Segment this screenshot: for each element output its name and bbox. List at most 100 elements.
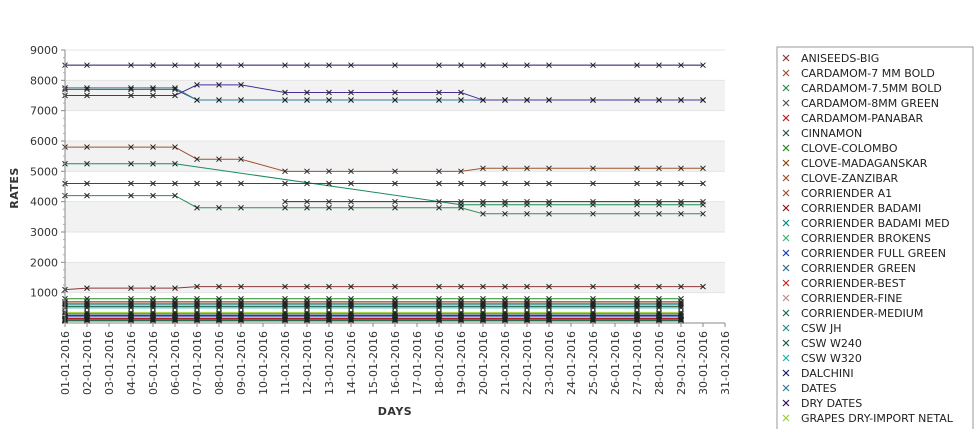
data-point bbox=[678, 303, 684, 310]
legend-entry: CSW W240 bbox=[782, 337, 862, 350]
data-point bbox=[216, 62, 222, 69]
legend-label: CORRIENDER-FINE bbox=[801, 292, 902, 305]
data-point bbox=[216, 309, 222, 316]
data-point bbox=[194, 62, 200, 69]
data-point bbox=[194, 97, 200, 103]
data-point bbox=[524, 317, 530, 324]
data-point bbox=[392, 309, 398, 316]
x-tick-label: 26-01-2016 bbox=[609, 331, 622, 395]
data-point bbox=[128, 144, 134, 150]
data-point bbox=[150, 192, 156, 199]
data-point bbox=[634, 198, 640, 205]
data-point bbox=[458, 309, 464, 316]
legend-label: DALCHINI bbox=[801, 367, 854, 380]
x-tick-label: 21-01-2016 bbox=[499, 331, 512, 395]
data-point bbox=[150, 303, 156, 310]
data-point bbox=[436, 198, 442, 205]
data-point bbox=[216, 204, 222, 211]
x-tick-label: 29-01-2016 bbox=[675, 331, 688, 395]
data-point bbox=[172, 85, 178, 91]
data-point bbox=[84, 285, 90, 291]
legend-marker bbox=[782, 114, 790, 122]
data-point bbox=[524, 62, 530, 69]
legend-marker bbox=[782, 249, 790, 257]
data-point bbox=[546, 210, 552, 217]
data-point bbox=[524, 165, 530, 172]
x-tick-label: 01-01-2016 bbox=[59, 331, 72, 395]
data-point bbox=[150, 304, 156, 311]
data-point bbox=[480, 62, 486, 69]
data-point bbox=[590, 309, 596, 316]
legend-label: CLOVE-MADAGANSKAR bbox=[801, 157, 928, 170]
data-point bbox=[348, 97, 354, 103]
data-point bbox=[524, 180, 530, 187]
x-tick-label: 06-01-2016 bbox=[169, 331, 182, 395]
data-point bbox=[590, 283, 596, 290]
data-point bbox=[656, 303, 662, 310]
data-point bbox=[502, 317, 508, 324]
data-point bbox=[480, 198, 486, 205]
legend-entry: CLOVE-COLOMBO bbox=[782, 142, 898, 155]
data-point bbox=[194, 283, 200, 290]
y-tick-label: 3000 bbox=[30, 226, 58, 239]
data-point bbox=[678, 309, 684, 316]
data-point bbox=[304, 204, 310, 211]
data-point bbox=[128, 304, 134, 311]
data-point bbox=[194, 156, 200, 163]
data-point bbox=[172, 309, 178, 316]
data-point bbox=[84, 92, 90, 99]
series-line bbox=[65, 146, 703, 172]
series-line bbox=[65, 84, 703, 101]
data-point bbox=[172, 192, 178, 199]
data-point bbox=[282, 198, 288, 205]
data-point bbox=[656, 165, 662, 172]
data-point bbox=[304, 198, 310, 205]
y-axis-title: RATES bbox=[8, 167, 21, 209]
data-point bbox=[436, 309, 442, 316]
data-point bbox=[172, 92, 178, 99]
legend-label: DATES bbox=[801, 382, 837, 395]
legend-entry: CINNAMON bbox=[782, 127, 862, 140]
data-point bbox=[326, 304, 332, 311]
data-point bbox=[282, 317, 288, 324]
data-point bbox=[678, 304, 684, 311]
data-point bbox=[634, 97, 640, 103]
data-point bbox=[194, 180, 200, 187]
data-point bbox=[326, 97, 332, 103]
data-point bbox=[392, 283, 398, 290]
data-point bbox=[458, 97, 464, 103]
legend-marker bbox=[782, 264, 790, 272]
legend-label: CARDAMOM-PANABAR bbox=[801, 112, 924, 125]
data-point bbox=[656, 309, 662, 316]
x-tick-label: 17-01-2016 bbox=[411, 331, 424, 395]
data-point bbox=[150, 86, 156, 93]
data-point bbox=[524, 198, 530, 205]
legend-marker bbox=[782, 129, 790, 137]
data-point bbox=[700, 97, 706, 103]
y-tick-label: 4000 bbox=[30, 196, 58, 209]
data-point bbox=[304, 180, 310, 187]
legend-marker bbox=[782, 204, 790, 212]
data-point bbox=[480, 283, 486, 290]
x-axis-title: DAYS bbox=[378, 405, 412, 418]
legend-label: CORRIENDER A1 bbox=[801, 187, 892, 200]
legend-marker bbox=[782, 324, 790, 332]
x-tick-label: 10-01-2016 bbox=[257, 331, 270, 395]
y-axis-ticks: 1000 2000 3000 4000 5000 6000 7000 8000 9000 bbox=[30, 44, 65, 316]
series-markers bbox=[62, 62, 706, 325]
data-point bbox=[524, 309, 530, 316]
legend-label: CORRIENDER BADAMI bbox=[801, 202, 921, 215]
data-point bbox=[348, 283, 354, 290]
data-point bbox=[304, 62, 310, 69]
data-point bbox=[282, 97, 288, 103]
data-point bbox=[282, 180, 288, 187]
legend-entry: DRY DATES bbox=[782, 397, 862, 410]
data-point bbox=[84, 85, 90, 91]
x-tick-label: 11-01-2016 bbox=[279, 331, 292, 395]
data-point bbox=[502, 309, 508, 316]
data-point bbox=[590, 210, 596, 217]
legend-label: CORRIENDER-MEDIUM bbox=[801, 307, 923, 320]
data-point bbox=[216, 317, 222, 324]
data-point bbox=[128, 180, 134, 187]
data-point bbox=[436, 317, 442, 324]
